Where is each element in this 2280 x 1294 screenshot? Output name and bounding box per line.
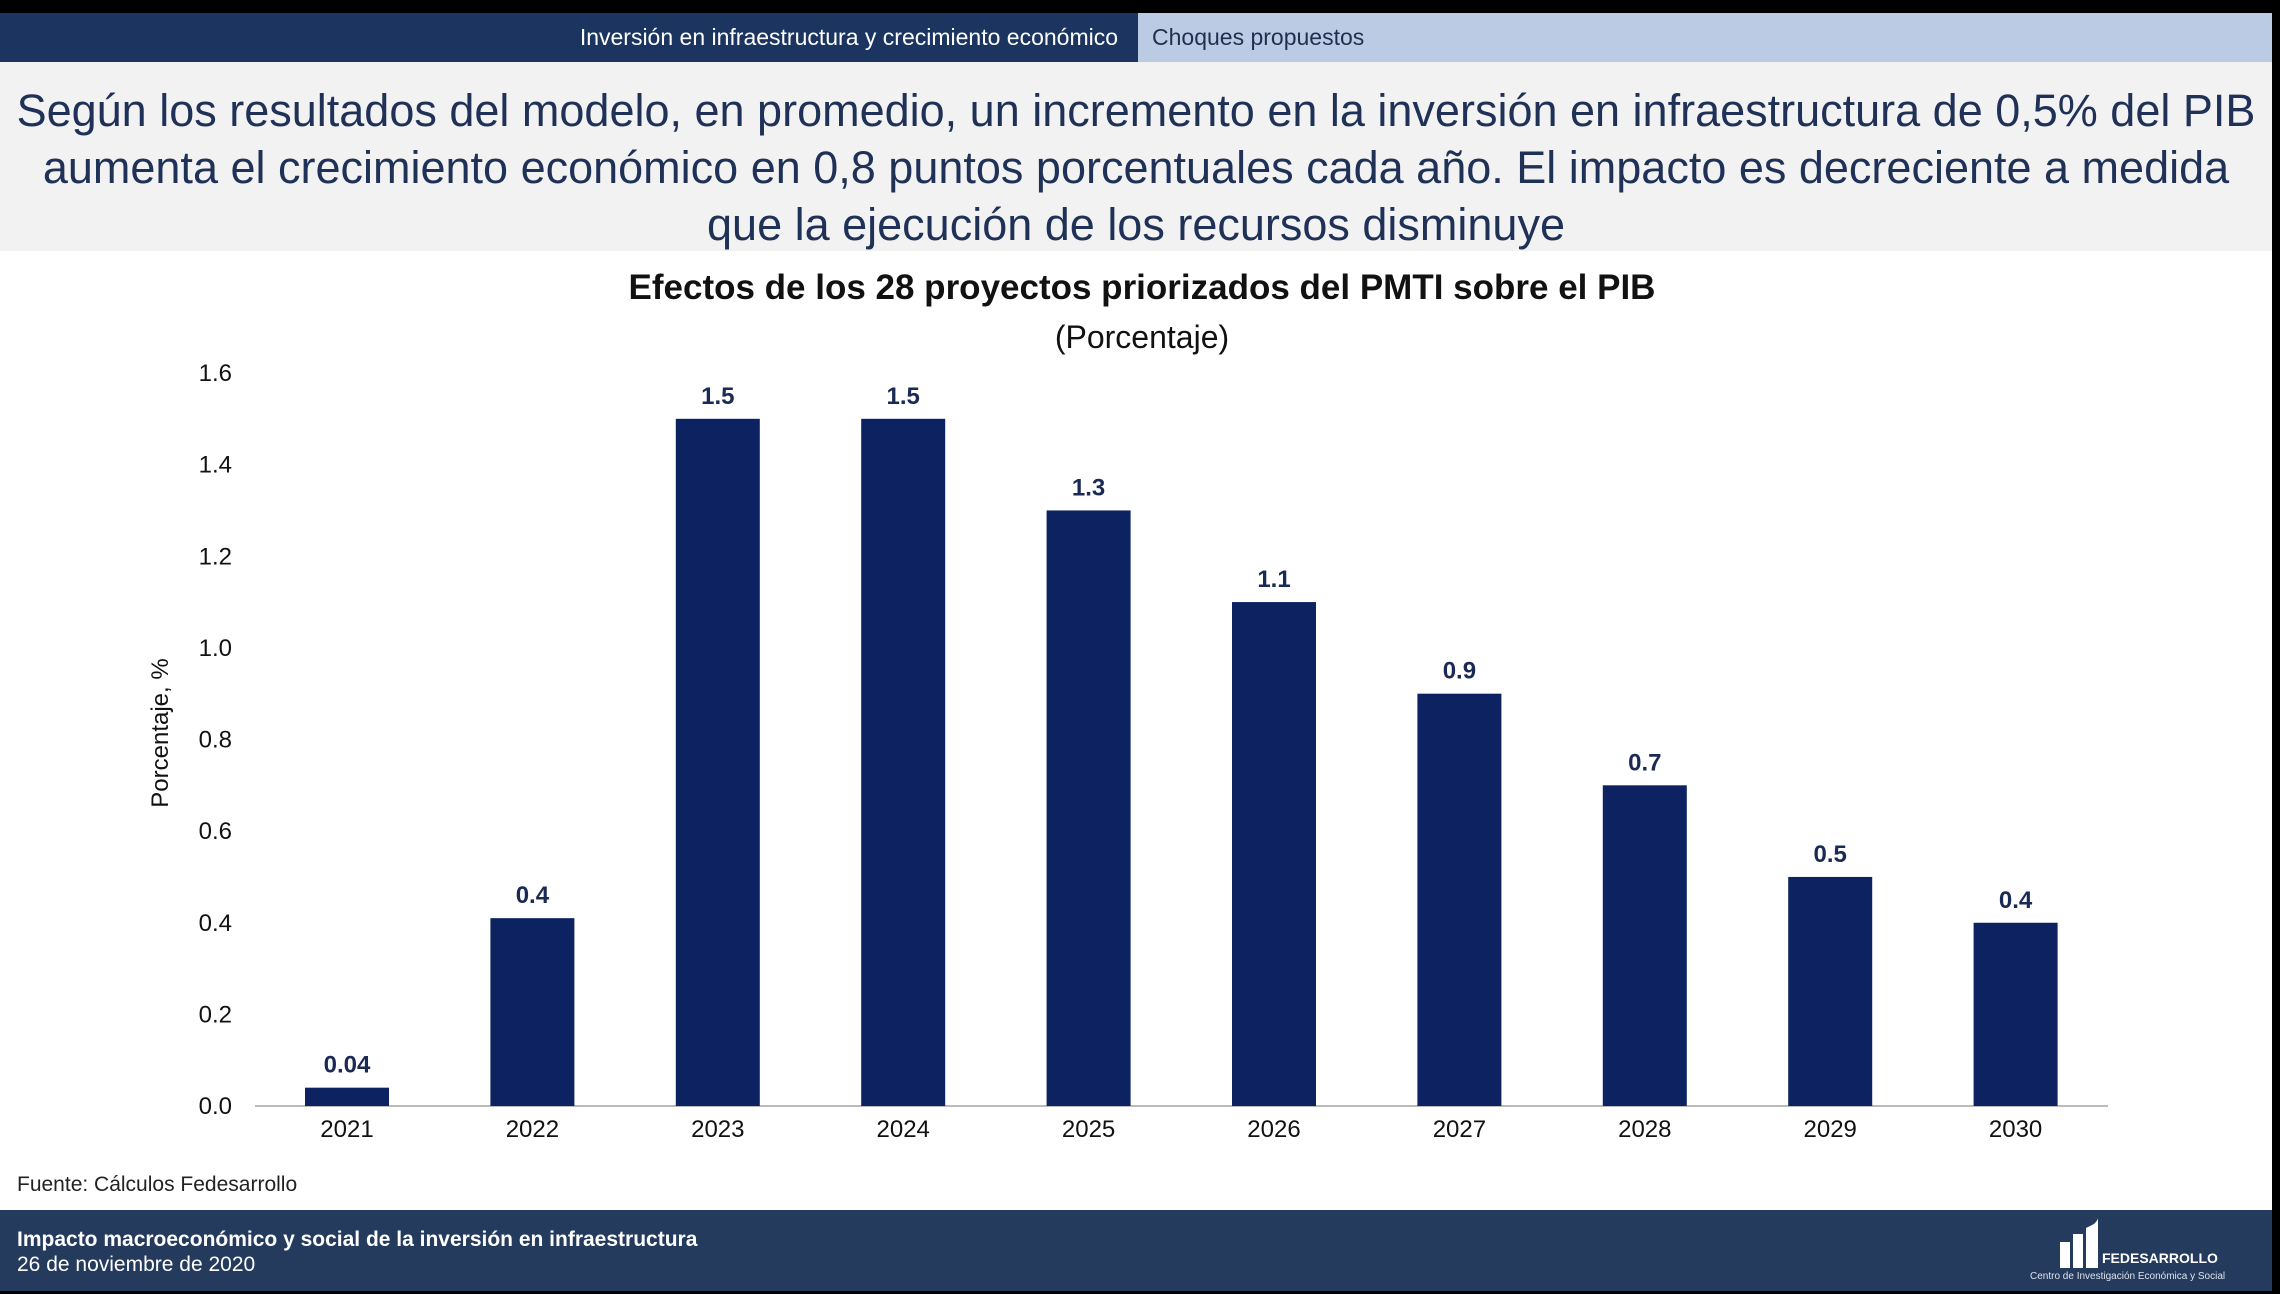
- y-tick-label: 0.6: [199, 818, 232, 845]
- x-tick-label: 2022: [506, 1116, 559, 1143]
- headline: Según los resultados del modelo, en prom…: [0, 62, 2272, 251]
- data-label: 0.9: [1443, 658, 1476, 685]
- fedesarrollo-logo: FEDESARROLLO Centro de Investigación Eco…: [2030, 1218, 2268, 1288]
- footer: Impacto macroeconómico y social de la in…: [0, 1210, 2272, 1291]
- x-tick-label: 2025: [1062, 1116, 1115, 1143]
- footer-title: Impacto macroeconómico y social de la in…: [17, 1228, 698, 1251]
- bar-2026: [1232, 602, 1316, 1106]
- bar-chart: Efectos de los 28 proyectos priorizados …: [147, 268, 2108, 1143]
- data-label: 0.4: [1999, 887, 2033, 914]
- y-tick-label: 0.0: [199, 1093, 232, 1120]
- bar-2030: [1973, 922, 2058, 1106]
- data-label: 0.7: [1628, 749, 1661, 776]
- source-note: Fuente: Cálculos Fedesarrollo: [17, 1173, 298, 1196]
- y-tick-label: 0.8: [199, 727, 232, 754]
- y-tick-label: 1.2: [199, 543, 232, 570]
- bar-2028: [1602, 785, 1687, 1106]
- footer-date: 26 de noviembre de 2020: [17, 1253, 256, 1276]
- bar-2021: [305, 1087, 389, 1106]
- data-label: 1.1: [1257, 566, 1290, 593]
- chart-subtitle: (Porcentaje): [1055, 319, 1229, 355]
- logo-bars-icon: [2060, 1218, 2098, 1268]
- y-tick-label: 1.6: [199, 360, 232, 387]
- x-tick-label: 2030: [1989, 1116, 2042, 1143]
- x-tick-label: 2027: [1433, 1116, 1486, 1143]
- y-tick-label: 0.2: [199, 1001, 232, 1028]
- bar-2023: [675, 418, 760, 1106]
- chart-title: Efectos de los 28 proyectos priorizados …: [629, 268, 1656, 307]
- x-tick-label: 2029: [1804, 1116, 1857, 1143]
- bar-2029: [1788, 876, 1873, 1106]
- y-tick-label: 1.0: [199, 635, 232, 662]
- nav-tab-choques[interactable]: Choques propuestos: [1138, 13, 2272, 62]
- data-label: 0.5: [1814, 841, 1847, 868]
- bar-2025: [1046, 510, 1131, 1106]
- data-label: 1.5: [887, 383, 920, 410]
- section-nav: Inversión en infraestructura y crecimien…: [0, 13, 2272, 62]
- logo-subtext: Centro de Investigación Económica y Soci…: [2030, 1271, 2226, 1282]
- x-tick-label: 2026: [1247, 1116, 1300, 1143]
- x-tick-label: 2023: [691, 1116, 744, 1143]
- bar-2024: [861, 418, 946, 1106]
- slide: Inversión en infraestructura y crecimien…: [0, 13, 2272, 1291]
- x-tick-label: 2024: [877, 1116, 930, 1143]
- data-label: 0.04: [324, 1052, 371, 1079]
- data-label: 1.3: [1072, 474, 1105, 501]
- x-tick-label: 2028: [1618, 1116, 1671, 1143]
- y-tick-label: 0.4: [199, 910, 232, 937]
- bar-2027: [1417, 693, 1502, 1106]
- y-axis-label: Porcentaje, %: [147, 658, 174, 807]
- nav-tab-active[interactable]: Inversión en infraestructura y crecimien…: [0, 13, 1138, 62]
- logo-text: FEDESARROLLO: [2102, 1250, 2218, 1266]
- y-tick-label: 1.4: [199, 452, 232, 479]
- bar-2022: [490, 918, 575, 1106]
- x-tick-label: 2021: [320, 1116, 373, 1143]
- data-label: 1.5: [701, 383, 734, 410]
- data-label: 0.4: [516, 882, 550, 909]
